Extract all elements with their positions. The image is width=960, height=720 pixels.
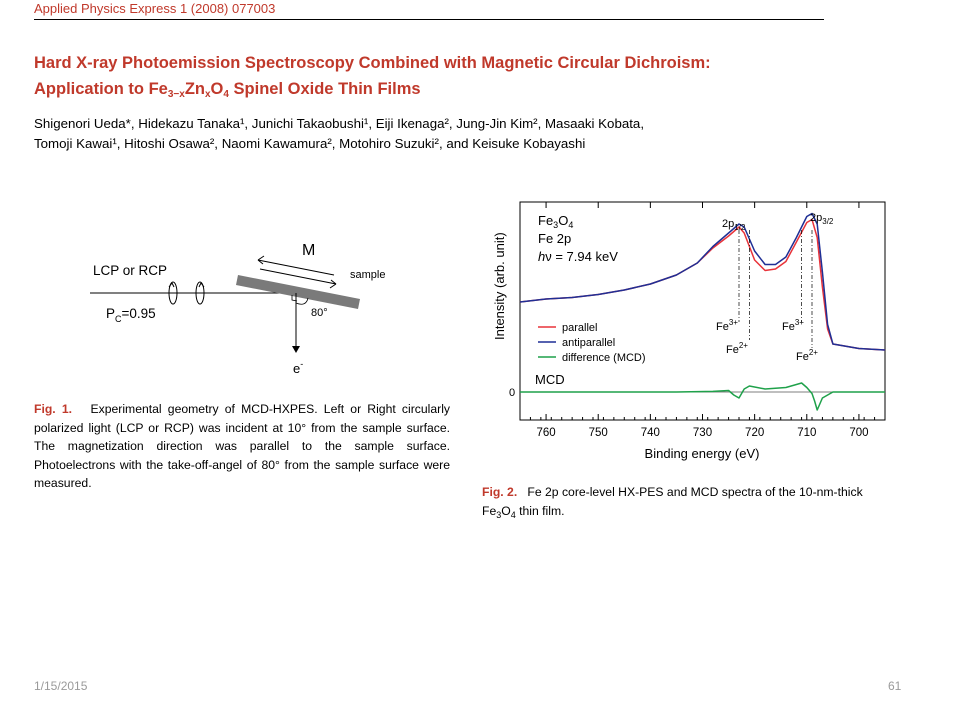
- fig1-polarization-right-arrow-icon: [198, 282, 205, 288]
- title-prefix: Application to Fe: [34, 80, 168, 98]
- fig1-pc-value: =0.95: [122, 306, 156, 321]
- fig2-peak-2p32-main: 2p: [810, 212, 822, 224]
- fig2-fe3-b-main: Fe: [782, 321, 795, 333]
- fig2-caption-text-b: thin film.: [515, 503, 565, 518]
- fig1-pc-main: P: [106, 306, 115, 321]
- fig2-peak-2p32-label: 2p3/2: [810, 212, 834, 226]
- fig2-x-tick-label: 700: [849, 427, 868, 439]
- fig1-polarization-left-arrow-icon: [168, 282, 175, 288]
- fig1-electron-arrowhead-icon: [292, 346, 300, 353]
- footer-page-number: 61: [888, 679, 902, 693]
- fig2-peak-2p12-main: 2p: [722, 218, 734, 230]
- title-oxygen: O: [210, 80, 224, 98]
- fig2-legend-difference: difference (MCD): [562, 352, 646, 364]
- fig2-spectrum-chart: 760 750 740 730 720 710 700 0 MCD Intensity (a…: [492, 201, 886, 461]
- fig2-fe2-a-sup: 2+: [739, 341, 748, 350]
- fig1-caption-label: Fig. 1.: [34, 402, 72, 416]
- fig2-fe2-a-main: Fe: [726, 344, 739, 356]
- fig1-pc-sub: C: [115, 314, 122, 324]
- fig2-caption-text-a: Fe 2p core-level HX-PES and MCD spectra …: [482, 485, 863, 518]
- journal-reference: Applied Physics Express 1 (2008) 077003: [34, 1, 276, 16]
- fig1-sample-slab: [236, 275, 360, 309]
- fig1-right-angle-icon: [291, 295, 298, 302]
- header-rule: [34, 19, 824, 20]
- paper-title-line1: Hard X-ray Photoemission Spectroscopy Co…: [34, 54, 711, 72]
- fig2-valence-markers: [738, 230, 813, 348]
- fig2-x-tick-label: 710: [797, 427, 816, 439]
- fig2-compound-sub1: 3: [553, 220, 558, 230]
- fig2-x-axis-ticks: 760 750 740 730 720 710 700: [519, 202, 886, 439]
- fig1-angle-arc-icon: [295, 297, 309, 305]
- fig2-caption-sub2: 4: [510, 509, 516, 520]
- fig2-peak-2p12-label: 2p1/2: [722, 218, 746, 232]
- title-suffix: Spinel Oxide Thin Films: [228, 80, 421, 98]
- fig1-polarization-left-icon: [168, 281, 178, 305]
- fig2-compound-sub2: 4: [568, 220, 573, 230]
- fig2-plot-frame: [519, 201, 886, 421]
- fig2-caption-oxygen: O: [501, 503, 511, 518]
- fig2-x-tick-label: 740: [641, 427, 660, 439]
- fig1-pc-label: PC=0.95: [106, 306, 156, 324]
- title-mid: Zn: [184, 80, 205, 98]
- fig2-fe2-b-sup: 2+: [809, 348, 818, 357]
- fig2-mcd-label: MCD: [535, 372, 565, 387]
- fig2-peak-2p32-sub: 3/2: [822, 217, 834, 226]
- fig1-sample-label: sample: [350, 269, 385, 281]
- fig2-fe3-b-label: Fe3+: [782, 318, 804, 333]
- fig2-fe3-a-label: Fe3+: [716, 318, 738, 333]
- fig2-photon-label: hν = 7.94 keV: [538, 249, 618, 264]
- fig1-electron-label: e-: [293, 359, 303, 376]
- fig2-x-tick-label: 760: [536, 427, 555, 439]
- fig2-y-axis-label: Intensity (arb. unit): [492, 232, 507, 340]
- paper-title-line2: Application to Fe3−xZnxO4 Spinel Oxide T…: [34, 80, 421, 100]
- fig2-photon-energy: ν = 7.94 keV: [545, 249, 618, 264]
- fig1-polarization-right-icon: [195, 281, 205, 305]
- fig1-caption: Fig. 1. Experimental geometry of MCD-HXP…: [34, 400, 450, 493]
- fig2-caption: Fig. 2. Fe 2p core-level HX-PES and MCD …: [482, 483, 882, 521]
- fig2-caption-label: Fig. 2.: [482, 485, 518, 499]
- fig2-fe3-a-sup: 3+: [729, 318, 738, 327]
- fig1-geometry-diagram: LCP or RCP M sample PC=0.95 80° e-: [90, 242, 385, 376]
- footer-date: 1/15/2015: [34, 679, 88, 693]
- title-sub3: 4: [223, 89, 229, 100]
- fig2-series-line-difference: [520, 382, 885, 411]
- fig2-zero-label: 0: [509, 387, 515, 399]
- fig2-legend-parallel: parallel: [562, 322, 597, 334]
- fig2-x-tick-label: 730: [693, 427, 712, 439]
- fig1-electron-main: e: [293, 361, 300, 376]
- fig2-compound-main: Fe: [538, 213, 553, 228]
- title-sub2: x: [204, 89, 211, 100]
- fig1-magnetization-arrow-up: [257, 259, 335, 276]
- fig1-light-label: LCP or RCP: [93, 263, 167, 278]
- fig2-photon-h: h: [538, 249, 545, 264]
- fig2-fe2-a-label: Fe2+: [726, 341, 748, 356]
- fig1-arrowhead-left-icon: [257, 255, 265, 265]
- author-list-line1: Shigenori Ueda*, Hidekazu Tanaka¹, Junic…: [34, 116, 645, 131]
- fig1-caption-text: Experimental geometry of MCD-HXPES. Left…: [34, 402, 450, 490]
- fig2-series-line-antiparallel: [519, 212, 886, 351]
- fig2-compound-oxygen: O: [558, 213, 568, 228]
- title-sub1: 3−x: [167, 89, 185, 100]
- fig1-magnetization-arrow-down: [259, 268, 337, 285]
- fig2-fe2-b-label: Fe2+: [796, 348, 818, 363]
- fig2-legend: parallel antiparallel difference (MCD): [538, 322, 646, 364]
- fig2-level-label: Fe 2p: [538, 231, 571, 246]
- fig1-arrowhead-right-icon: [329, 279, 337, 289]
- fig2-compound-label: Fe3O4: [538, 213, 573, 230]
- fig2-x-axis-label: Binding energy (eV): [645, 446, 760, 461]
- fig2-caption-sub1: 3: [496, 509, 502, 520]
- fig2-fe2-b-main: Fe: [796, 351, 809, 363]
- author-list-line2: Tomoji Kawai¹, Hitoshi Osawa², Naomi Kaw…: [34, 136, 586, 151]
- fig2-peak-2p12-sub: 1/2: [734, 223, 746, 232]
- fig1-angle-label: 80°: [311, 307, 328, 319]
- fig2-fe3-a-main: Fe: [716, 321, 729, 333]
- fig2-x-tick-label: 720: [745, 427, 764, 439]
- fig2-fe3-b-sup: 3+: [795, 318, 804, 327]
- fig2-series-group: [519, 212, 886, 411]
- fig2-x-tick-label: 750: [589, 427, 608, 439]
- fig1-magnetization-label: M: [302, 242, 315, 259]
- fig2-legend-antiparallel: antiparallel: [562, 337, 615, 349]
- fig1-electron-sup: -: [300, 359, 303, 369]
